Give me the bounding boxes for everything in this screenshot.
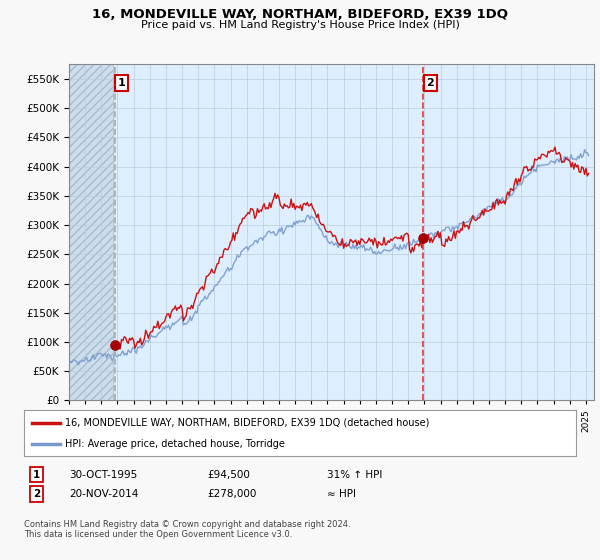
Text: 2: 2 xyxy=(33,489,40,499)
Text: £278,000: £278,000 xyxy=(207,489,256,499)
Text: ≈ HPI: ≈ HPI xyxy=(327,489,356,499)
Text: 16, MONDEVILLE WAY, NORTHAM, BIDEFORD, EX39 1DQ (detached house): 16, MONDEVILLE WAY, NORTHAM, BIDEFORD, E… xyxy=(65,418,430,428)
Text: 30-OCT-1995: 30-OCT-1995 xyxy=(69,470,137,480)
Bar xyxy=(69,64,113,400)
Text: 16, MONDEVILLE WAY, NORTHAM, BIDEFORD, EX39 1DQ: 16, MONDEVILLE WAY, NORTHAM, BIDEFORD, E… xyxy=(92,8,508,21)
Text: 1: 1 xyxy=(33,470,40,480)
Bar xyxy=(69,64,113,400)
Text: Price paid vs. HM Land Registry's House Price Index (HPI): Price paid vs. HM Land Registry's House … xyxy=(140,20,460,30)
Text: HPI: Average price, detached house, Torridge: HPI: Average price, detached house, Torr… xyxy=(65,439,285,449)
Text: 20-NOV-2014: 20-NOV-2014 xyxy=(69,489,139,499)
Text: 2: 2 xyxy=(427,78,434,88)
Text: 31% ↑ HPI: 31% ↑ HPI xyxy=(327,470,382,480)
Text: Contains HM Land Registry data © Crown copyright and database right 2024.
This d: Contains HM Land Registry data © Crown c… xyxy=(24,520,350,539)
Text: 1: 1 xyxy=(118,78,125,88)
Text: £94,500: £94,500 xyxy=(207,470,250,480)
